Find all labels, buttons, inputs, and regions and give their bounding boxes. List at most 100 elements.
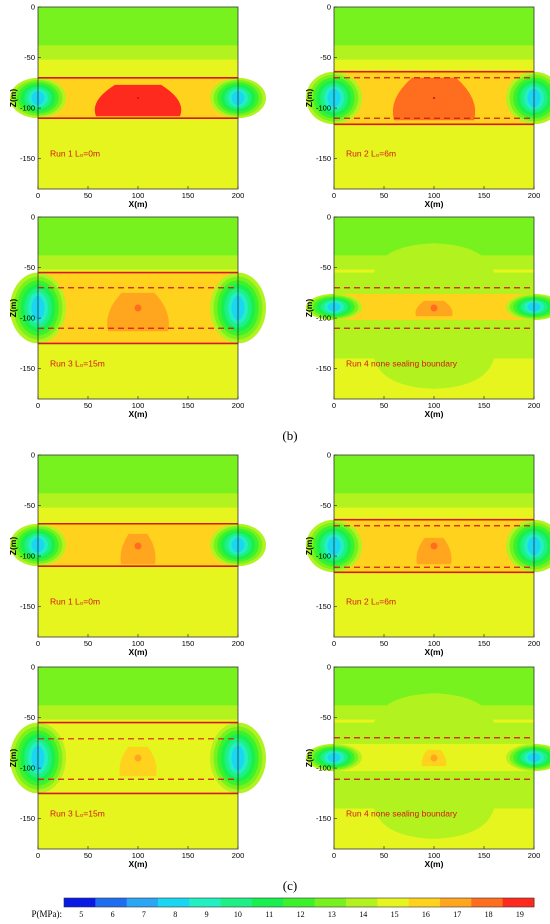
x-tick-label: 50 [380,401,388,410]
field-band-upper [38,45,238,60]
x-tick-label: 100 [428,639,441,648]
pressure-bubble [119,746,157,777]
x-tick-label: 150 [182,851,195,860]
y-tick-label: -150 [20,602,35,611]
x-tick-label: 100 [132,401,145,410]
x-tick-label: 100 [132,851,145,860]
pressure-bubble [94,84,182,117]
x-tick-label: 50 [380,191,388,200]
colorbar-swatch [408,898,441,907]
contour-panel: Run 3 L₀=15m 0 50 100 150 200 0 -50 -100 -150 X(m)… [8,663,266,869]
y-tick-label: 0 [327,663,331,672]
y-tick-label: -100 [316,764,331,773]
field-band-top [334,455,534,494]
colorbar-swatch [471,898,504,907]
x-tick-label: 0 [332,851,336,860]
x-axis-label: X(m) [425,859,444,869]
colorbar-tick-label: 17 [453,910,461,919]
well-point [137,97,139,99]
colorbar-swatch [189,898,222,907]
y-tick-label: -50 [24,263,35,272]
colorbar-label: P(MPa): [31,909,62,919]
x-tick-label: 0 [36,639,40,648]
colorbar-swatch [377,898,410,907]
colorbar-tick-label: 18 [485,910,493,919]
contour-panel: Run 4 none sealing boundary 0 50 100 150 200 0… [304,663,550,869]
y-tick-label: -150 [316,364,331,373]
y-axis-label: Z(m) [8,749,18,768]
field-band-upper [38,493,238,508]
colorbar-tick-label: 15 [391,910,399,919]
x-axis-label: X(m) [425,647,444,657]
colorbar-tick-label: 12 [297,910,305,919]
colorbar-swatch [502,898,535,907]
run-label: Run 4 none sealing boundary [346,809,458,819]
well-point [430,542,438,550]
colorbar-swatch [95,898,128,907]
field-band-top [38,455,238,494]
section-label-b: (b) [282,428,297,443]
field-band-top [38,7,238,46]
colorbar-tick-label: 9 [205,910,209,919]
x-tick-label: 150 [478,401,491,410]
field-band-top [38,667,238,706]
run-label: Run 1 L₀=0m [50,149,100,159]
y-tick-label: 0 [31,213,35,222]
y-tick-label: 0 [31,3,35,12]
y-tick-label: -50 [24,501,35,510]
contour-panel: Run 1 L₀=0m 0 50 100 150 200 0 -50 -100 -150 X(m) Z… [8,3,266,209]
colorbar-tick-label: 16 [422,910,430,919]
x-axis-label: X(m) [129,647,148,657]
y-tick-label: -50 [24,53,35,62]
x-tick-label: 0 [332,191,336,200]
pressure-bubble [107,292,169,332]
pressure-bubble [392,77,476,121]
colorbar-swatch [346,898,378,907]
x-tick-label: 100 [428,191,441,200]
x-tick-label: 150 [478,851,491,860]
colorbar-swatch [283,898,316,907]
y-tick-label: -50 [320,53,331,62]
run-label: Run 4 none sealing boundary [346,359,458,369]
pressure-bubble [416,537,452,565]
y-tick-label: -50 [320,263,331,272]
y-tick-label: -100 [316,314,331,323]
y-tick-label: -100 [316,552,331,561]
x-axis-label: X(m) [425,199,444,209]
well-point [433,97,435,99]
run-label: Run 3 L₀=15m [50,809,105,819]
well-point [134,542,142,550]
well-point [430,304,438,312]
field-band-upper [334,45,534,60]
y-tick-label: -150 [20,814,35,823]
x-tick-label: 200 [232,851,245,860]
x-tick-label: 100 [428,401,441,410]
y-tick-label: 0 [327,213,331,222]
x-tick-label: 50 [380,639,388,648]
field-band-upper [334,493,534,508]
y-tick-label: 0 [31,663,35,672]
x-tick-label: 200 [528,851,541,860]
well-point [430,754,438,762]
x-tick-label: 200 [528,639,541,648]
y-axis-label: Z(m) [304,299,314,318]
colorbar-swatch [252,898,284,907]
y-tick-label: 0 [327,3,331,12]
x-tick-label: 0 [332,401,336,410]
colorbar-swatch [220,898,253,907]
run-label: Run 2 L₀=6m [346,149,396,159]
colorbar-tick-label: 5 [79,910,83,919]
y-axis-label: Z(m) [8,89,18,108]
y-tick-label: -50 [320,501,331,510]
x-axis-label: X(m) [425,409,444,419]
field-band-upper [38,705,238,720]
colorbar-tick-label: 13 [328,910,336,919]
x-tick-label: 0 [36,191,40,200]
colorbar-tick-label: 11 [265,910,273,919]
x-axis-label: X(m) [129,199,148,209]
y-axis-label: Z(m) [8,299,18,318]
colorbar-tick-label: 8 [173,910,177,919]
x-tick-label: 150 [478,191,491,200]
y-tick-label: -50 [320,713,331,722]
